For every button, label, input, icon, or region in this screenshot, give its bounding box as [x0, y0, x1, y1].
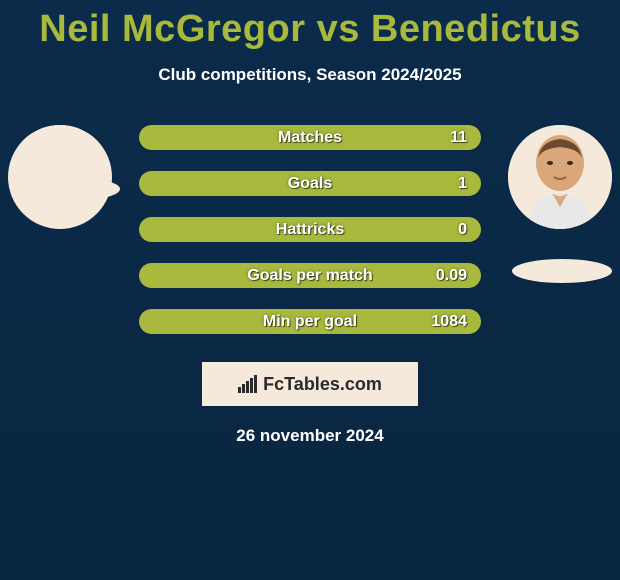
- player-avatar-right: [508, 125, 612, 229]
- stat-label: Min per goal: [263, 313, 357, 331]
- brand-logo[interactable]: FcTables.com: [202, 362, 418, 406]
- stat-value: 0: [458, 221, 467, 239]
- avatar-shadow-right: [512, 259, 612, 283]
- stats-section: Matches 11 Goals 1 Hattricks 0 Goals per…: [0, 125, 620, 446]
- chart-icon: [238, 375, 257, 393]
- stat-row: Hattricks 0: [139, 217, 481, 242]
- stat-row: Matches 11: [139, 125, 481, 150]
- footer-date: 26 november 2024: [0, 426, 620, 446]
- stat-value: 1: [458, 175, 467, 193]
- page-title: Neil McGregor vs Benedictus: [0, 0, 620, 51]
- stat-row: Min per goal 1084: [139, 309, 481, 334]
- stat-row: Goals per match 0.09: [139, 263, 481, 288]
- stat-value: 0.09: [436, 267, 467, 285]
- stat-label: Goals per match: [247, 267, 372, 285]
- avatar-shadow-left: [20, 177, 120, 201]
- stats-bars: Matches 11 Goals 1 Hattricks 0 Goals per…: [139, 125, 481, 334]
- stat-label: Goals: [288, 175, 332, 193]
- stat-value: 11: [450, 129, 467, 147]
- stat-label: Hattricks: [276, 221, 344, 239]
- stat-row: Goals 1: [139, 171, 481, 196]
- avatar-photo-icon: [508, 125, 612, 229]
- brand-text: FcTables.com: [263, 374, 382, 395]
- subtitle: Club competitions, Season 2024/2025: [0, 65, 620, 85]
- stat-value: 1084: [431, 313, 467, 331]
- stat-label: Matches: [278, 129, 342, 147]
